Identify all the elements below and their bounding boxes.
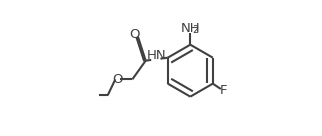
Text: O: O [112,73,123,86]
Text: HN: HN [147,49,167,62]
Text: O: O [129,28,140,41]
Text: NH: NH [181,21,201,35]
Text: 2: 2 [192,25,198,35]
Text: F: F [220,84,227,97]
